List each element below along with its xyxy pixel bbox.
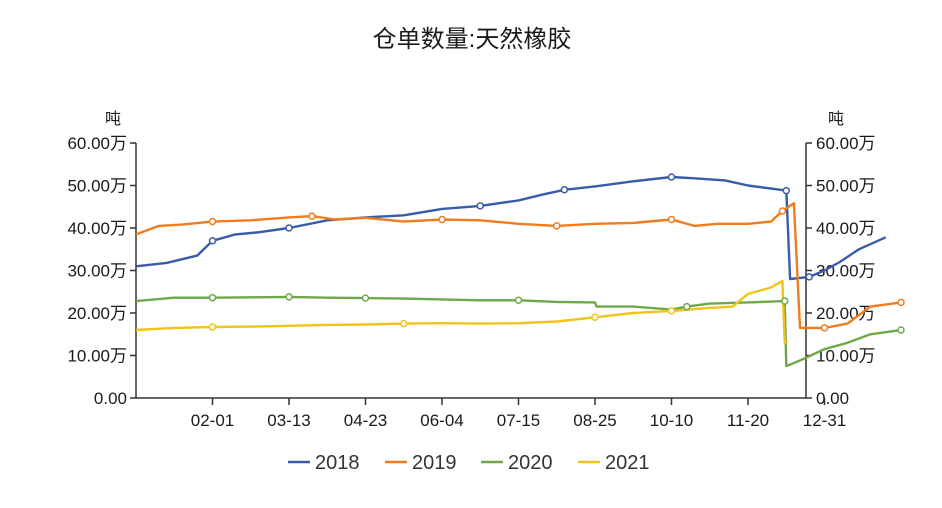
series-line-2019 xyxy=(135,202,902,330)
legend-label-2019: 2019 xyxy=(412,452,457,474)
left-y-tick-label: 30.00万 xyxy=(67,262,127,281)
data-point-2021 xyxy=(208,323,217,331)
series-line-2020 xyxy=(135,295,902,368)
left-axis-unit: 吨 xyxy=(105,110,121,128)
data-point-2019 xyxy=(553,222,561,230)
data-point-2021 xyxy=(400,319,408,328)
series-line-2021 xyxy=(135,279,789,344)
x-tick-label: 10-10 xyxy=(650,411,693,430)
x-tick-label: 03-13 xyxy=(267,411,310,430)
x-tick-label: 07-15 xyxy=(497,411,540,430)
x-tick-label: 04-23 xyxy=(344,411,387,430)
left-y-tick-label: 50.00万 xyxy=(67,177,127,196)
data-point-2020 xyxy=(285,293,293,301)
right-y-tick-label: 60.00万 xyxy=(816,134,876,153)
data-point-2020 xyxy=(897,326,905,334)
x-tick-label: 02-01 xyxy=(191,411,234,430)
data-point-2019 xyxy=(897,298,905,307)
legend: 2018 2019 2020 2021 xyxy=(288,452,650,474)
left-y-tick-label: 20.00万 xyxy=(67,304,127,323)
data-point-2020 xyxy=(683,302,691,311)
data-point-2018 xyxy=(476,202,484,210)
left-y-tick-label: 40.00万 xyxy=(67,219,127,238)
right-y-tick-label: 50.00万 xyxy=(816,177,876,196)
data-point-2019 xyxy=(778,207,787,215)
data-point-2019 xyxy=(820,324,829,332)
data-point-2018 xyxy=(805,273,813,281)
legend-label-2021: 2021 xyxy=(605,452,650,474)
left-y-tick-label: 0.00 xyxy=(94,389,127,408)
right-y-tick-label: 40.00万 xyxy=(816,219,876,238)
legend-label-2018: 2018 xyxy=(315,452,360,474)
x-tick-label: 12-31 xyxy=(803,411,846,430)
data-point-2020 xyxy=(514,296,523,304)
data-point-2020 xyxy=(780,297,789,305)
chart-title: 仓单数量:天然橡胶 xyxy=(373,26,572,53)
x-tick-label: 06-04 xyxy=(420,411,463,430)
data-point-2020 xyxy=(208,293,217,302)
data-point-2021 xyxy=(667,307,676,315)
data-point-2019 xyxy=(308,212,316,220)
right-y-tick-label: 20.00万 xyxy=(816,304,876,323)
data-point-2018 xyxy=(208,237,217,245)
data-point-2018 xyxy=(560,186,569,194)
data-point-2018 xyxy=(667,173,676,181)
x-tick-label: 08-25 xyxy=(573,411,616,430)
series-line-2018 xyxy=(135,175,887,281)
data-point-2019 xyxy=(667,215,676,224)
data-point-2019 xyxy=(208,217,217,226)
legend-label-2020: 2020 xyxy=(508,452,553,474)
right-axis-unit: 吨 xyxy=(828,110,844,128)
data-point-2020 xyxy=(361,294,370,302)
data-point-2019 xyxy=(438,215,446,224)
data-point-2018 xyxy=(285,224,293,232)
x-tick-label: 11-20 xyxy=(727,411,769,430)
left-y-tick-label: 10.00万 xyxy=(67,347,127,366)
right-y-tick-label: 0.00 xyxy=(816,389,849,408)
left-y-tick-label: 60.00万 xyxy=(67,134,127,153)
right-y-tick-label: 10.00万 xyxy=(816,347,876,366)
data-point-2018 xyxy=(782,186,790,195)
data-point-2021 xyxy=(591,313,599,321)
plot-area xyxy=(135,173,905,368)
